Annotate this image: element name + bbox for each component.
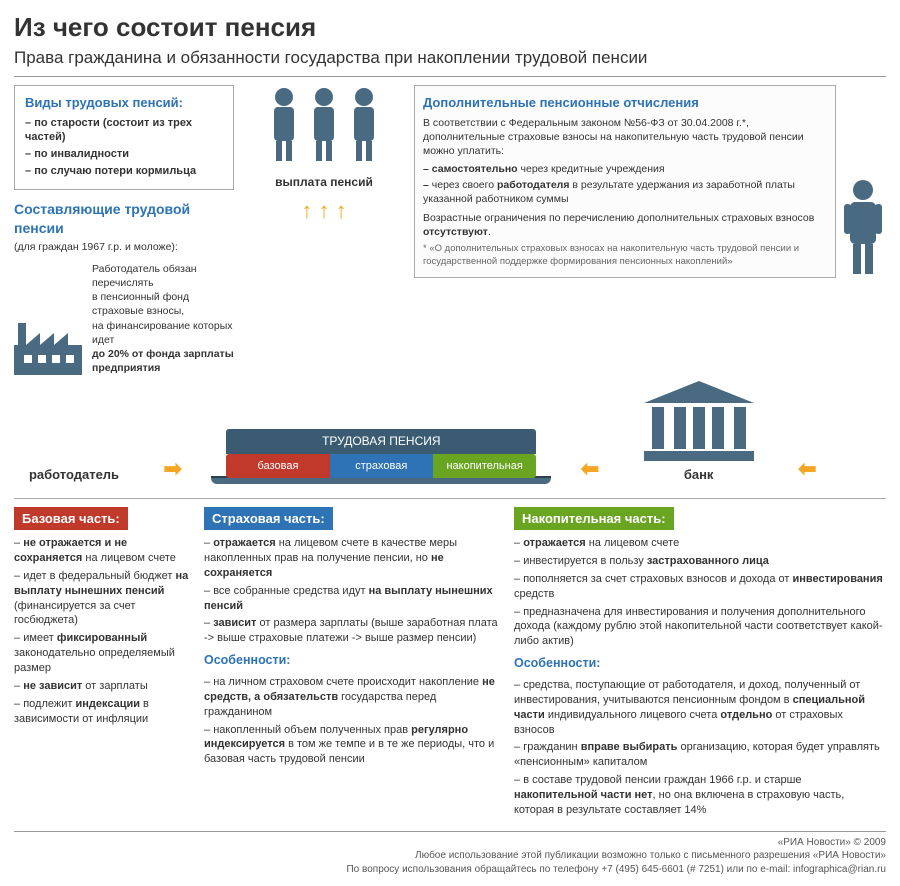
arrow-left-icon-2: ⬅ (798, 454, 816, 484)
list-item: инвестируется в пользу застрахованного л… (514, 554, 886, 569)
list-item: средства, поступающие от работодателя, и… (514, 678, 886, 737)
extra-note2: * «О дополнительных страховых взносах на… (423, 243, 827, 269)
arrow-right-icon: ➡ (163, 454, 181, 484)
type-item: по инвалидности (25, 147, 223, 162)
list-item: накопленный объем полученных прав регуля… (204, 723, 504, 768)
list-item: все собранные средства идут на выплату н… (204, 584, 504, 614)
base-head: Базовая часть: (14, 507, 128, 531)
insure-list: отражается на лицевом счете в качестве м… (204, 536, 504, 646)
employer-label: работодатель (14, 466, 134, 484)
list-item: отражается на лицевом счете в качестве м… (204, 536, 504, 581)
bank-icon (644, 381, 754, 461)
bank-label: банк (629, 466, 769, 484)
types-head: Виды трудовых пенсий: (25, 94, 223, 112)
list-item: пополняется за счет страховых взносов и … (514, 572, 886, 602)
list-item: не отражается и не сохраняется на лицево… (14, 536, 194, 566)
list-item: не зависит от зарплаты (14, 679, 194, 694)
insure-sublist: на личном страховом счете происходит нак… (204, 675, 504, 767)
accum-sublist: средства, поступающие от работодателя, и… (514, 678, 886, 818)
extra-note1: Возрастные ограничения по перечислению д… (423, 211, 827, 239)
list-item: предназначена для инвестирования и получ… (514, 605, 886, 650)
list-item: гражданин вправе выбирать организацию, к… (514, 740, 886, 770)
arrow-up-icon: ↑ ↑ ↑ (301, 198, 346, 223)
bar-base: базовая (226, 454, 329, 478)
pensioners-icon (244, 85, 404, 170)
composition-head: Составляющие трудовой пенсии (14, 200, 234, 238)
flow-row: работодатель ➡ ТРУДОВАЯ ПЕНСИЯ базовая с… (14, 381, 886, 483)
list-item: в составе трудовой пенсии граждан 1966 г… (514, 773, 886, 818)
bar-accum: накопительная (433, 454, 536, 478)
accum-head: Накопительная часть: (514, 507, 674, 531)
footer: «РИА Новости» © 2009 Любое использование… (14, 831, 886, 877)
footer-terms: Любое использование этой публикации возм… (14, 849, 886, 863)
base-part-col: Базовая часть: не отражается и не сохран… (14, 507, 194, 821)
pension-types-box: Виды трудовых пенсий: по старости (состо… (14, 85, 234, 190)
list-item: на личном страховом счете происходит нак… (204, 675, 504, 720)
extra-head: Дополнительные пенсионные отчисления (423, 94, 827, 112)
extra-item: самостоятельно через кредитные учреждени… (423, 162, 827, 176)
pension-bar: базовая страховая накопительная (226, 454, 536, 478)
extra-item: через своего работодателя в результате у… (423, 178, 827, 206)
page-subtitle: Права гражданина и обязанности государст… (14, 47, 886, 77)
people-label: выплата пенсий (244, 174, 404, 190)
employer-note: Работодатель обязан перечислять в пенсио… (92, 262, 234, 375)
base-list: не отражается и не сохраняется на лицево… (14, 536, 194, 726)
composition-sub: (для граждан 1967 г.р. и моложе): (14, 240, 234, 254)
factory-icon (14, 315, 82, 375)
bar-insure: страховая (330, 454, 433, 478)
page-title: Из чего состоит пенсия (14, 10, 886, 45)
arrow-left-icon: ⬅ (581, 454, 599, 484)
list-item: подлежит индексации в зависимости от инф… (14, 697, 194, 727)
types-list: по старости (состоит из трех частей) по … (25, 116, 223, 179)
bar-title: ТРУДОВАЯ ПЕНСИЯ (226, 429, 536, 453)
extra-list: самостоятельно через кредитные учреждени… (423, 162, 827, 207)
list-item: зависит от размера зарплаты (выше зарабо… (204, 616, 504, 646)
extra-contrib-box: Дополнительные пенсионные отчисления В с… (414, 85, 836, 278)
type-item: по старости (состоит из трех частей) (25, 116, 223, 146)
insure-head: Страховая часть: (204, 507, 333, 531)
accum-sub: Особенности: (514, 655, 886, 672)
list-item: отражается на лицевом счете (514, 536, 886, 551)
list-item: имеет фиксированный законодательно опред… (14, 631, 194, 676)
type-item: по случаю потери кормильца (25, 164, 223, 179)
accum-list: отражается на лицевом счете инвестируетс… (514, 536, 886, 649)
person-icon (840, 178, 886, 278)
footer-contact: По вопросу использования обращайтесь по … (14, 863, 886, 877)
footer-copy: «РИА Новости» © 2009 (14, 836, 886, 850)
insure-part-col: Страховая часть: отражается на лицевом с… (204, 507, 504, 821)
list-item: идет в федеральный бюджет на выплату нын… (14, 569, 194, 628)
accum-part-col: Накопительная часть: отражается на лицев… (514, 507, 886, 821)
insure-sub: Особенности: (204, 652, 504, 669)
extra-intro: В соответствии с Федеральным законом №56… (423, 116, 827, 159)
